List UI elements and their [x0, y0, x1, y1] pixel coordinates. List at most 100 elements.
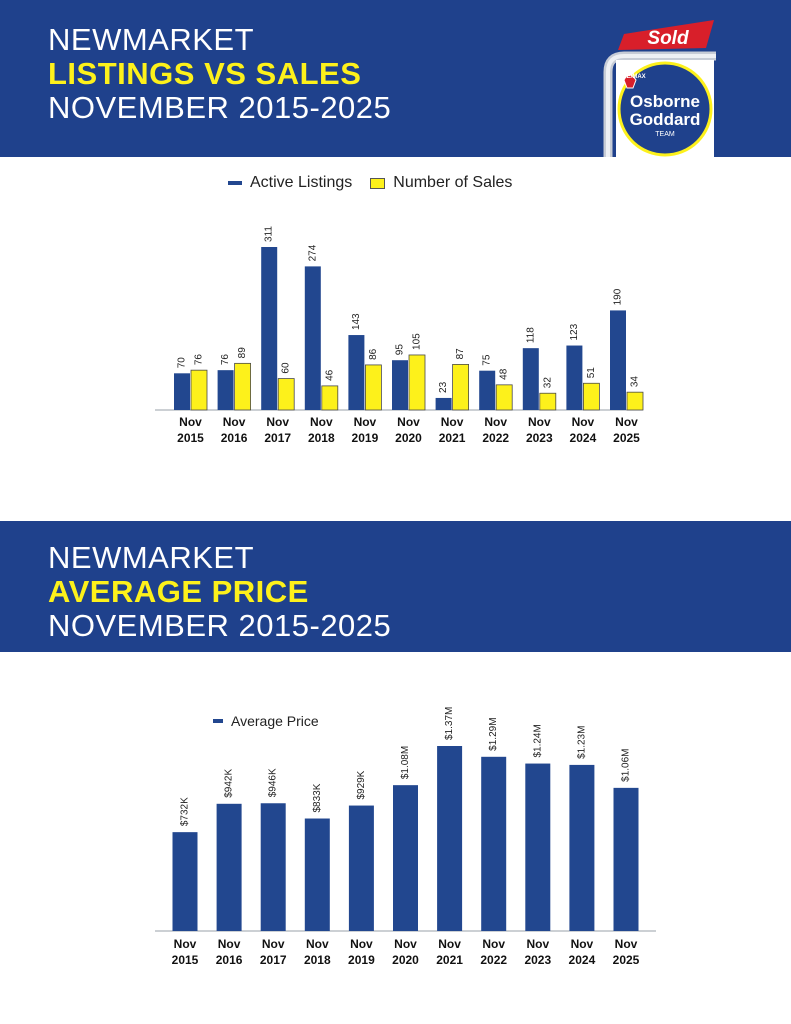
x-tick-label-year: 2016	[216, 953, 243, 967]
bar-number-of-sales	[539, 392, 557, 411]
data-label: $929K	[356, 770, 367, 799]
x-tick-label-year: 2024	[569, 953, 596, 967]
bar-number-of-sales	[583, 382, 600, 411]
x-tick-label-month: Nov	[262, 937, 285, 951]
listings-vs-sales-chart: 70 76 Nov 2015 76 89 Nov 2016 311 60 Nov 2017 274 46 N…	[155, 226, 644, 445]
data-label: 34	[630, 376, 641, 388]
bar-active-listings	[348, 335, 365, 410]
x-tick-label-month: Nov	[174, 937, 197, 951]
data-label: $1.08M	[400, 746, 411, 779]
data-label: 76	[194, 354, 205, 366]
bar-active-listings	[174, 373, 190, 410]
data-label: $942K	[224, 769, 235, 798]
data-label: 76	[220, 354, 231, 366]
x-tick-label-month: Nov	[572, 415, 595, 429]
x-tick-label-year: 2024	[570, 431, 597, 445]
x-tick-label-month: Nov	[310, 415, 333, 429]
balloon-icon	[623, 74, 637, 89]
data-label: 123	[569, 323, 580, 340]
banner2-date-range: NOVEMBER 2015-2025	[48, 608, 392, 643]
bar-average-price	[216, 803, 242, 931]
x-tick-label-year: 2023	[524, 953, 551, 967]
legend-swatch-active-listings	[228, 181, 242, 185]
data-label: 89	[237, 347, 248, 359]
data-label: 105	[412, 333, 423, 350]
bar-number-of-sales	[364, 364, 382, 411]
bar-active-listings	[610, 310, 626, 410]
data-label: 86	[368, 348, 379, 360]
bar-active-listings	[304, 266, 321, 410]
banner-city-title: NEWMARKET	[48, 22, 254, 57]
data-label: 60	[281, 362, 292, 374]
x-tick-label-year: 2020	[392, 953, 419, 967]
x-tick-label-year: 2022	[480, 953, 507, 967]
data-label: 190	[613, 288, 624, 305]
bar-number-of-sales	[408, 354, 426, 411]
bar-number-of-sales	[190, 369, 208, 411]
logo-team-text: TEAM	[655, 131, 675, 138]
logo-name-line1: Osborne	[630, 92, 700, 111]
data-label: 95	[395, 344, 406, 356]
banner2-city-title: NEWMARKET	[48, 540, 254, 575]
x-tick-label-year: 2018	[304, 953, 331, 967]
bar-active-listings	[217, 370, 234, 410]
data-label: $1.29M	[488, 717, 499, 750]
x-tick-label-year: 2020	[395, 431, 422, 445]
listings-legend: Active Listings Number of Sales	[228, 174, 512, 192]
bar-average-price	[613, 787, 639, 931]
data-label: 118	[525, 327, 536, 343]
data-label: 311	[264, 226, 275, 242]
x-tick-label-month: Nov	[528, 415, 551, 429]
x-tick-label-month: Nov	[615, 415, 638, 429]
bar-average-price	[481, 756, 507, 931]
bar-number-of-sales	[495, 384, 513, 411]
banner-chart-title: LISTINGS VS SALES	[48, 56, 362, 91]
banner2-chart-title: AVERAGE PRICE	[48, 574, 309, 609]
data-label: 75	[482, 354, 493, 366]
bar-number-of-sales	[277, 378, 295, 411]
x-tick-label-year: 2025	[613, 431, 640, 445]
x-tick-label-month: Nov	[482, 937, 505, 951]
x-tick-label-year: 2018	[308, 431, 335, 445]
x-tick-label-month: Nov	[306, 937, 329, 951]
x-tick-label-year: 2023	[526, 431, 553, 445]
x-tick-label-year: 2021	[439, 431, 466, 445]
sold-sign-icon	[618, 20, 714, 50]
x-tick-label-month: Nov	[438, 937, 461, 951]
data-label: $1.23M	[576, 726, 587, 759]
bar-active-listings	[522, 348, 539, 410]
legend-label-number-of-sales: Number of Sales	[393, 174, 513, 191]
data-label: $1.24M	[532, 724, 543, 757]
data-label: 32	[542, 377, 553, 389]
x-tick-label-year: 2017	[260, 953, 287, 967]
x-tick-label-year: 2025	[613, 953, 640, 967]
bar-number-of-sales	[321, 385, 339, 411]
x-tick-label-month: Nov	[223, 415, 246, 429]
data-label: $833K	[312, 783, 323, 812]
data-label: $946K	[268, 768, 279, 797]
x-tick-label-year: 2016	[221, 431, 248, 445]
data-label: 274	[307, 244, 318, 261]
bar-number-of-sales	[234, 362, 252, 411]
x-tick-label-month: Nov	[354, 415, 377, 429]
price-legend: Average Price	[213, 713, 319, 729]
x-tick-label-month: Nov	[484, 415, 507, 429]
logo-name-line2: Goddard	[630, 110, 701, 129]
x-tick-label-month: Nov	[615, 937, 638, 951]
x-tick-label-year: 2019	[348, 953, 375, 967]
legend-swatch-number-of-sales	[370, 177, 386, 189]
bar-active-listings	[479, 370, 496, 410]
bar-active-listings	[566, 345, 583, 410]
x-tick-label-month: Nov	[526, 937, 549, 951]
osborne-goddard-logo: Sold RE/MAX Osborne Goddard TEAM	[603, 20, 716, 158]
bar-average-price	[348, 805, 374, 931]
bar-average-price	[172, 832, 198, 931]
bar-average-price	[304, 818, 330, 931]
x-tick-label-year: 2017	[264, 431, 291, 445]
data-label: 143	[351, 313, 362, 330]
data-label: 48	[499, 368, 510, 380]
brand-small-text: RE/MAX	[622, 74, 645, 80]
x-tick-label-year: 2021	[436, 953, 463, 967]
bar-average-price	[525, 763, 551, 931]
bar-average-price	[393, 785, 418, 931]
